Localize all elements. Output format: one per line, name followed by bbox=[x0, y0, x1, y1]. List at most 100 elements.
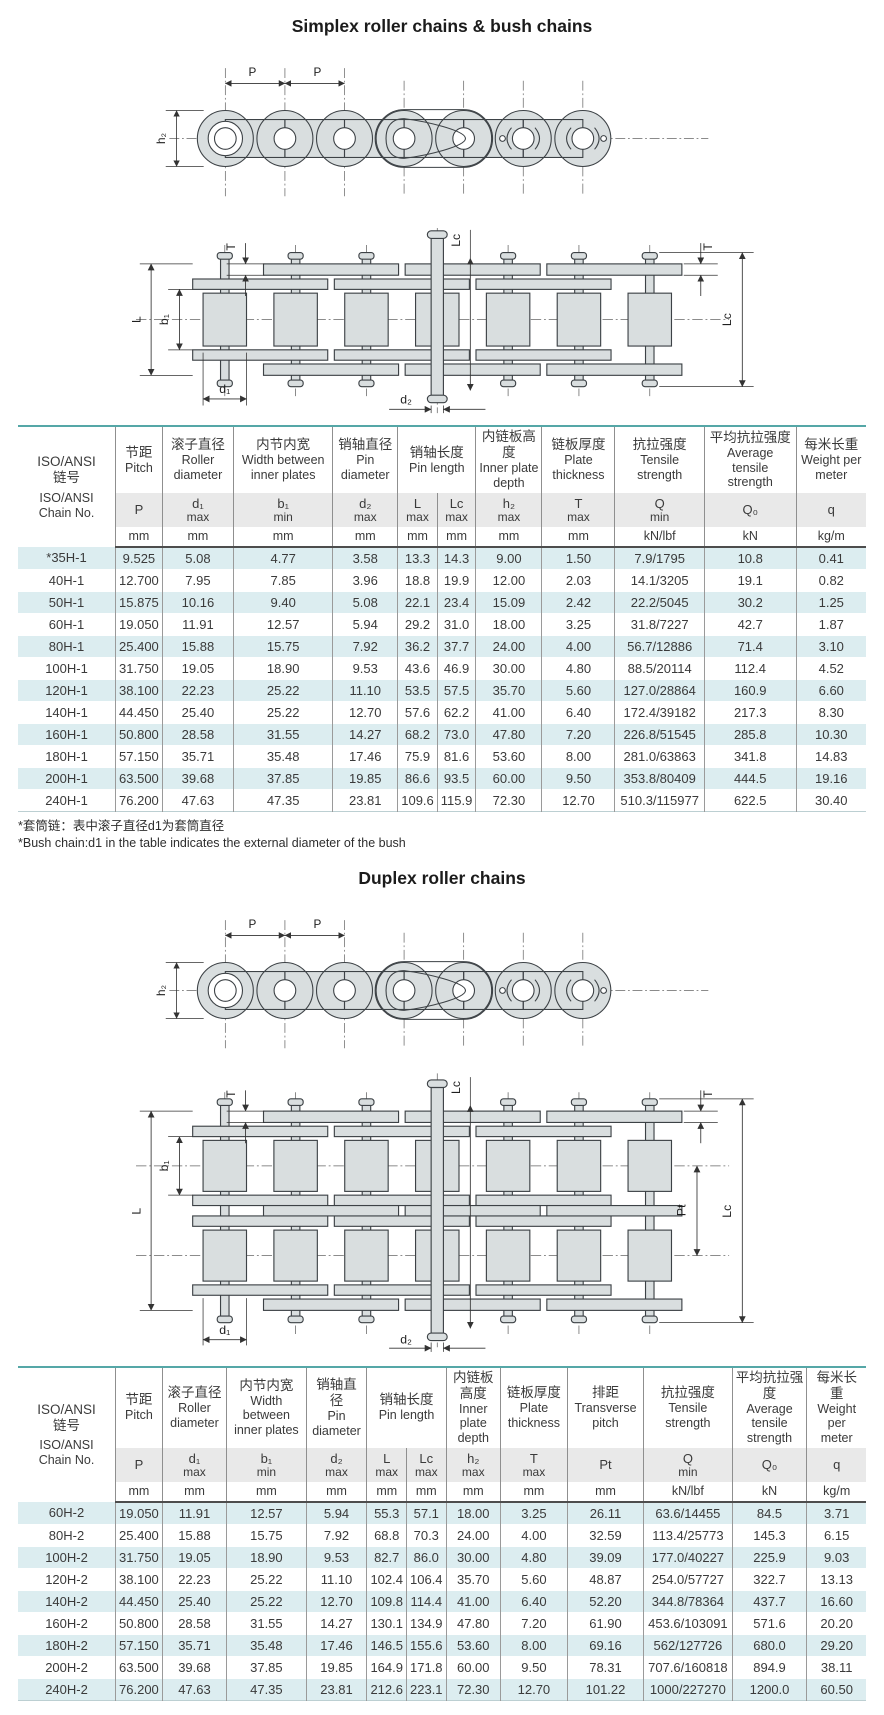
value-cell: 12.57 bbox=[226, 1501, 307, 1525]
dimension-L: L bbox=[130, 1110, 193, 1311]
label-line: 链号 bbox=[53, 1417, 80, 1433]
value-cell: 12.700 bbox=[115, 569, 163, 592]
value-cell: 6.40 bbox=[541, 701, 616, 724]
value-cell: 212.6 bbox=[366, 1678, 407, 1701]
col-header-en: Roller diameter bbox=[170, 1400, 219, 1430]
value-cell: 7.95 bbox=[162, 569, 235, 592]
value-cell: 15.88 bbox=[162, 635, 235, 658]
value-cell: 510.3/115977 bbox=[614, 789, 705, 812]
header-name-row: ISO/ANSI 链号 ISO/ANSI Chain No. 节距 Pitch 滚子直径 Ro… bbox=[18, 426, 866, 547]
chain-no-zh: ISO/ANSI 链号 bbox=[21, 454, 112, 486]
unit-cell: mm bbox=[446, 1482, 501, 1503]
value-cell: 707.6/160818 bbox=[643, 1656, 733, 1679]
table-row: 140H-1 44.450 25.40 25.22 12.70 57.6 62.2 41.00… bbox=[18, 701, 866, 724]
value-cell: 24.00 bbox=[446, 1524, 501, 1547]
col-header-en: Plate thickness bbox=[552, 453, 605, 482]
value-cell: 86.0 bbox=[406, 1546, 447, 1569]
value-cell: 50.800 bbox=[115, 723, 163, 746]
col-header-en: Pin length bbox=[378, 1408, 435, 1423]
value-cell: 19.85 bbox=[306, 1656, 368, 1679]
dimension-Lc-mid: Lc bbox=[449, 229, 474, 391]
symbol-label: P bbox=[134, 502, 144, 518]
value-cell: 254.0/57727 bbox=[643, 1568, 733, 1591]
value-cell: 1200.0 bbox=[732, 1678, 808, 1701]
value-cell: 5.08 bbox=[162, 546, 235, 570]
symbol-cell: Lc max bbox=[437, 492, 477, 528]
col-header: 抗拉强度 Tensile strength bbox=[643, 1366, 733, 1448]
value-cell: 68.8 bbox=[366, 1524, 407, 1547]
dimension-T-left: T bbox=[224, 1090, 265, 1144]
chain-no-cell: 140H-1 bbox=[18, 701, 117, 724]
value-cell: 9.50 bbox=[541, 767, 616, 790]
value-cell: 28.58 bbox=[162, 1612, 228, 1635]
value-cell: 24.00 bbox=[475, 635, 543, 658]
dim-label-Lc-mid: Lc bbox=[449, 1081, 463, 1094]
col-header-en: Pin diameter bbox=[340, 453, 390, 482]
chain-no-cell: 180H-2 bbox=[18, 1634, 117, 1657]
symbol-cell: d₂ max bbox=[306, 1447, 368, 1483]
value-cell: 18.00 bbox=[475, 613, 543, 636]
value-cell: 11.10 bbox=[306, 1568, 368, 1591]
simplex-cross-section: L b₁ T Lc T bbox=[0, 211, 884, 422]
value-cell: 15.75 bbox=[233, 635, 334, 658]
symbol-cell: q bbox=[806, 1447, 866, 1483]
label-line: ISO/ANSI bbox=[39, 490, 94, 505]
value-cell: 38.100 bbox=[115, 679, 163, 702]
col-header-en: Plate thickness bbox=[507, 1400, 560, 1430]
value-cell: 29.2 bbox=[397, 613, 438, 636]
symbol-cell: h₂ max bbox=[446, 1447, 501, 1483]
value-cell: 11.91 bbox=[162, 1501, 228, 1525]
symbol-label: P bbox=[134, 1457, 144, 1473]
chain-no-cell: 50H-1 bbox=[18, 591, 117, 614]
unit-cell: kg/m bbox=[796, 527, 866, 548]
value-cell: 60.00 bbox=[446, 1656, 501, 1679]
chain-no-cell: 40H-1 bbox=[18, 569, 117, 592]
symbol-cell: Lc max bbox=[406, 1447, 447, 1483]
connecting-pin bbox=[426, 1079, 448, 1342]
value-cell: 31.55 bbox=[226, 1612, 307, 1635]
value-cell: 217.3 bbox=[704, 701, 797, 724]
dim-label-p1: P bbox=[249, 66, 257, 79]
value-cell: 14.1/3205 bbox=[614, 569, 705, 592]
col-header-en: Width between inner plates bbox=[241, 453, 325, 482]
value-cell: 39.68 bbox=[162, 1656, 228, 1679]
constraint-label: max bbox=[353, 510, 377, 525]
symbol-label: h₂ bbox=[502, 495, 516, 511]
value-cell: 15.09 bbox=[475, 591, 543, 614]
value-cell: 19.05 bbox=[162, 657, 235, 680]
value-cell: 9.50 bbox=[500, 1656, 568, 1679]
value-cell: 17.46 bbox=[306, 1634, 368, 1657]
value-cell: 3.25 bbox=[541, 613, 616, 636]
value-cell: 4.00 bbox=[500, 1524, 568, 1547]
col-header-zh: 节距 bbox=[125, 1392, 153, 1408]
unit-cell: kN bbox=[704, 527, 797, 548]
value-cell: 37.7 bbox=[437, 635, 477, 658]
value-cell: 18.00 bbox=[446, 1501, 501, 1525]
value-cell: 19.16 bbox=[814, 770, 848, 786]
value-cell: 10.16 bbox=[162, 591, 235, 614]
col-header-en: Pin length bbox=[408, 460, 465, 475]
col-header-zh: 平均抗拉强度 bbox=[735, 1369, 804, 1401]
value-cell: 76.200 bbox=[115, 1678, 163, 1701]
value-cell: 571.6 bbox=[732, 1612, 808, 1635]
chain-no-cell: 200H-1 bbox=[18, 767, 117, 790]
value-cell: 72.30 bbox=[446, 1678, 501, 1701]
table-row: 120H-1 38.100 22.23 25.22 11.10 53.5 57.5 35.70… bbox=[18, 679, 866, 702]
chain-no-cell: 160H-2 bbox=[18, 1612, 117, 1635]
value-cell: 7.92 bbox=[332, 635, 399, 658]
value-cell: 14.27 bbox=[306, 1612, 368, 1635]
dim-label-h2: h₂ bbox=[155, 985, 168, 996]
value-cell: 12.70 bbox=[500, 1678, 568, 1701]
value-cell: 60.00 bbox=[475, 767, 543, 790]
unit-cell: mm bbox=[226, 1482, 307, 1503]
chain-no-cell: 100H-1 bbox=[18, 657, 117, 680]
table-row: 160H-2 50.800 28.58 31.55 14.27 130.1 134.9 47.… bbox=[18, 1612, 866, 1635]
col-header-en: Weight per meter bbox=[801, 453, 862, 482]
dim-label-h2: h₂ bbox=[155, 133, 168, 144]
constraint-label: max bbox=[522, 1465, 546, 1480]
value-cell: 160.9 bbox=[704, 679, 797, 702]
value-cell: 281.0/63863 bbox=[614, 745, 705, 768]
value-cell: 78.31 bbox=[567, 1656, 645, 1679]
value-cell: 7.9/1795 bbox=[614, 546, 705, 570]
symbol-cell: P bbox=[115, 1447, 163, 1483]
